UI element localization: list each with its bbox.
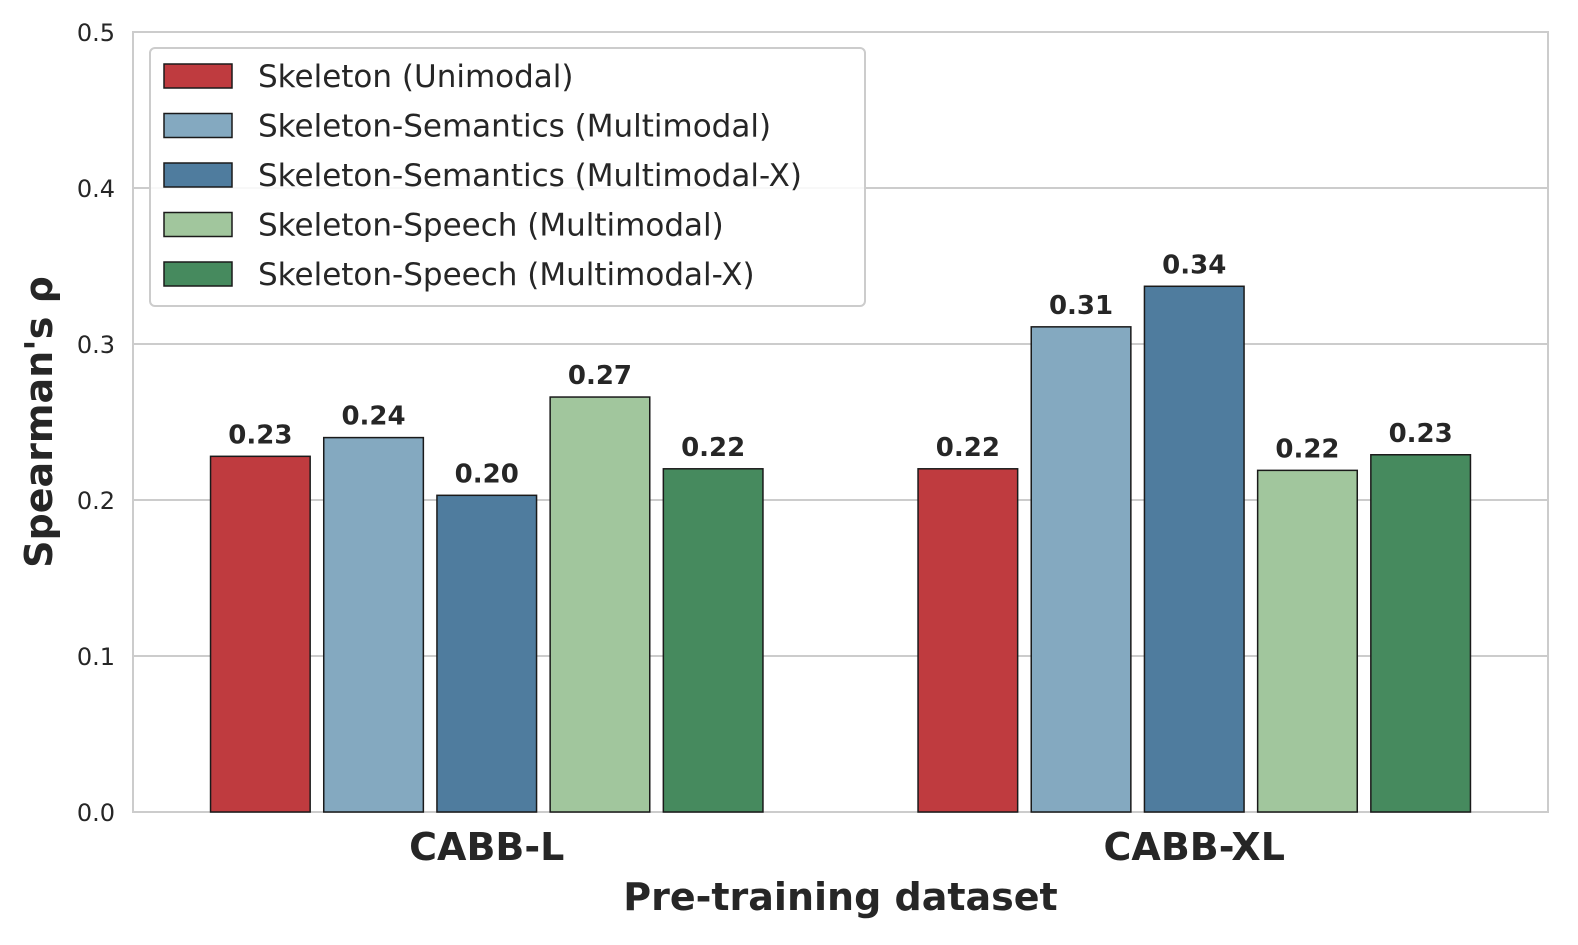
y-tick-label: 0.3 xyxy=(77,331,115,359)
data-label: 0.22 xyxy=(1275,434,1339,464)
x-tick-label: CABB-XL xyxy=(1104,825,1285,869)
legend-label: Skeleton-Speech (Multimodal-X) xyxy=(258,257,755,293)
data-label: 0.22 xyxy=(681,433,745,463)
x-ticks: CABB-L CABB-XL xyxy=(409,825,1285,869)
x-axis-title: Pre-training dataset xyxy=(623,875,1057,919)
bar-cabb-xl-series-2 xyxy=(1030,326,1132,813)
data-label: 0.34 xyxy=(1162,250,1226,280)
legend-label: Skeleton-Semantics (Multimodal-X) xyxy=(258,158,802,194)
bar-cabb-xl-series-4 xyxy=(1256,469,1359,813)
legend-swatch xyxy=(163,162,233,188)
legend-label: Skeleton (Unimodal) xyxy=(258,59,574,95)
y-tick-label: 0.4 xyxy=(77,175,115,203)
legend-label: Skeleton-Speech (Multimodal) xyxy=(258,208,724,244)
bar-cabb-xl-series-5 xyxy=(1370,454,1472,813)
y-tick-label: 0.5 xyxy=(77,19,115,47)
bar-cabb-xl-series-3 xyxy=(1143,285,1245,813)
legend: Skeleton (Unimodal) Skeleton-Semantics (M… xyxy=(149,47,866,307)
legend-box xyxy=(149,47,866,307)
data-label: 0.23 xyxy=(228,420,292,450)
bar-cabb-l-series-2 xyxy=(322,436,425,813)
data-label: 0.23 xyxy=(1389,419,1453,449)
y-ticks: 0.0 0.1 0.2 0.3 0.4 0.5 xyxy=(77,19,115,827)
y-tick-label: 0.0 xyxy=(77,799,115,827)
data-label: 0.24 xyxy=(341,402,405,432)
x-tick-label: CABB-L xyxy=(409,825,564,869)
y-tick-label: 0.2 xyxy=(77,487,115,515)
bar-cabb-xl-series-1 xyxy=(917,468,1019,813)
bars xyxy=(209,285,1472,813)
bar-cabb-l-series-5 xyxy=(662,468,764,813)
data-label: 0.20 xyxy=(455,459,519,489)
legend-label: Skeleton-Semantics (Multimodal) xyxy=(258,109,771,145)
y-axis-title: Spearman's ρ xyxy=(17,276,61,568)
legend-swatch xyxy=(163,112,233,139)
bar-cabb-l-series-1 xyxy=(209,455,311,813)
data-labels: 0.23 0.24 0.20 0.27 0.22 0.22 0.31 0.34 0.22 0.23 xyxy=(228,250,1452,489)
data-label: 0.31 xyxy=(1049,291,1113,321)
legend-swatch xyxy=(163,261,233,287)
bar-cabb-l-series-3 xyxy=(436,494,538,813)
data-label: 0.27 xyxy=(568,361,632,391)
data-label: 0.22 xyxy=(936,433,1000,463)
y-tick-label: 0.1 xyxy=(77,643,115,671)
legend-swatch xyxy=(163,211,233,238)
legend-swatch xyxy=(163,63,233,89)
plot-frame xyxy=(132,31,1549,813)
bar-cabb-l-series-4 xyxy=(549,396,651,813)
